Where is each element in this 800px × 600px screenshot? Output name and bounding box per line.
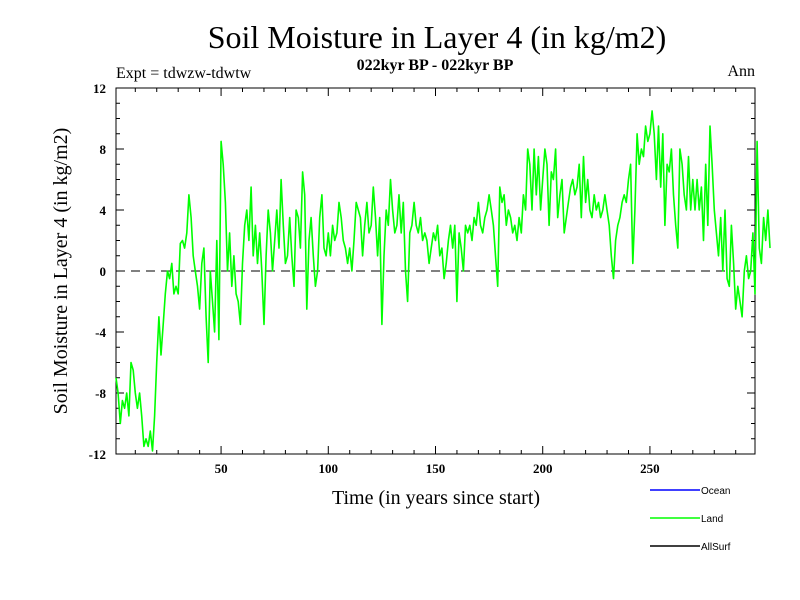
y-tick-label: -12 bbox=[89, 447, 106, 462]
y-tick-label: 0 bbox=[100, 264, 107, 279]
chart-title: Soil Moisture in Layer 4 (in kg/m2) bbox=[208, 19, 667, 55]
y-axis-label: Soil Moisture in Layer 4 (in kg/m2) bbox=[50, 128, 72, 415]
legend-label-land: Land bbox=[701, 514, 723, 525]
experiment-label: Expt = tdwzw-tdwtw bbox=[116, 65, 252, 82]
y-tick-label: 4 bbox=[100, 203, 107, 218]
x-tick-label: 50 bbox=[215, 461, 228, 476]
x-tick-label: 250 bbox=[640, 461, 660, 476]
y-tick-label: 12 bbox=[93, 81, 106, 96]
y-tick-label: -8 bbox=[95, 386, 106, 401]
chart-subtitle: 022kyr BP - 022kyr BP bbox=[357, 57, 514, 74]
x-axis-label: Time (in years since start) bbox=[332, 487, 540, 509]
y-tick-label: -4 bbox=[95, 325, 106, 340]
series-group bbox=[115, 110, 771, 452]
season-label: Ann bbox=[727, 63, 755, 80]
x-tick-label: 100 bbox=[319, 461, 339, 476]
legend-label-allsurf: AllSurf bbox=[701, 542, 731, 553]
x-tick-label: 150 bbox=[426, 461, 446, 476]
x-tick-label: 200 bbox=[533, 461, 553, 476]
legend-label-ocean: Ocean bbox=[701, 486, 730, 497]
axes: 50 100 150 200 250 -12 -8 -4 0 4 8 12 bbox=[89, 81, 756, 476]
y-tick-label: 8 bbox=[100, 142, 107, 157]
series-line-land bbox=[115, 110, 771, 452]
legend: Ocean Land AllSurf bbox=[650, 486, 731, 553]
